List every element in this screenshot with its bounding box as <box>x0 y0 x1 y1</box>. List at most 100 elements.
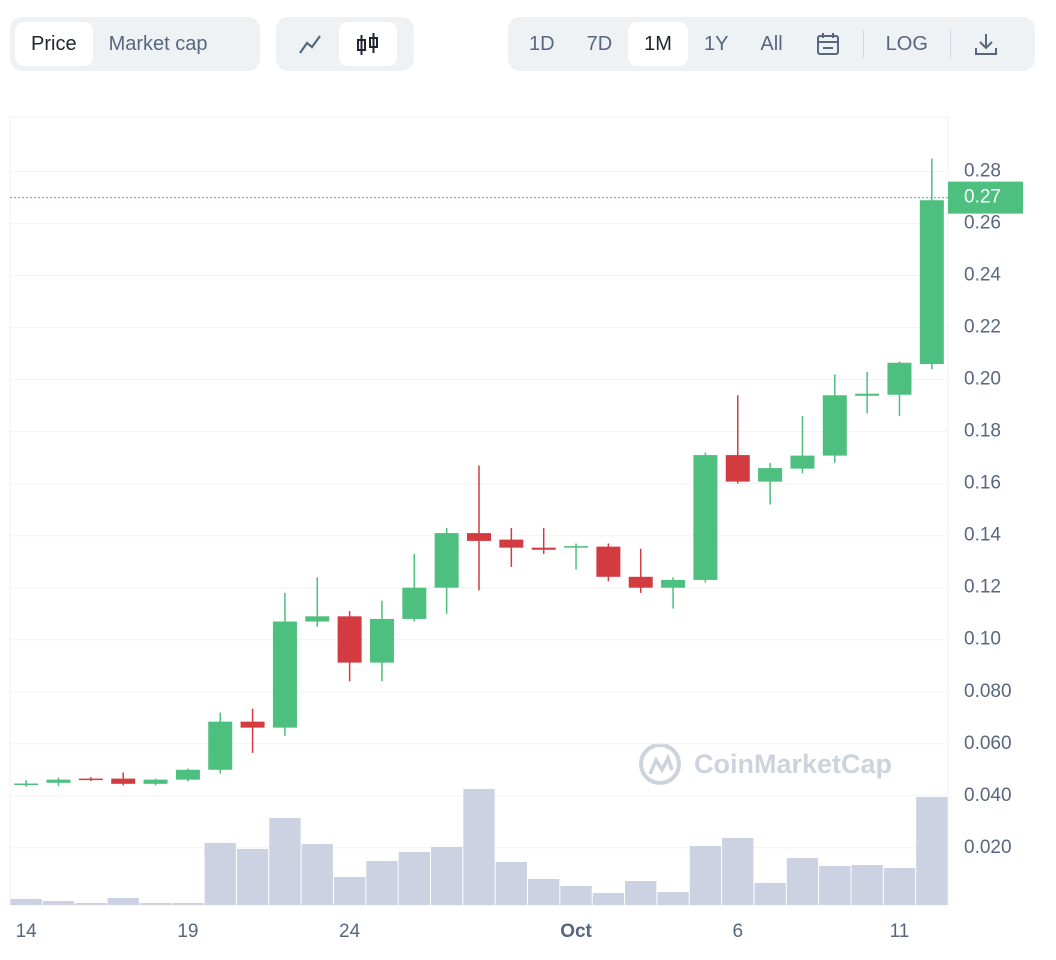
icon <box>974 34 997 55</box>
candle-body <box>919 200 944 365</box>
candle-icon[interactable] <box>339 22 397 66</box>
candle-body <box>531 547 556 550</box>
calendar-icon[interactable] <box>799 22 857 66</box>
volume-bar <box>819 866 851 905</box>
candle-body <box>628 576 653 588</box>
separator <box>862 30 864 58</box>
volume-bar <box>851 865 883 905</box>
candle-body <box>693 455 718 580</box>
candle-body <box>499 539 524 548</box>
volume-bar <box>722 838 754 905</box>
y-tick-label: 0.040 <box>964 785 1012 806</box>
download-icon[interactable] <box>957 22 1015 66</box>
plot-frame <box>9 116 949 906</box>
candle-body <box>240 721 265 728</box>
volume-bar <box>139 903 172 905</box>
x-tick-label: 24 <box>339 921 361 942</box>
y-tick-label: 0.10 <box>964 629 1001 650</box>
volume-bar <box>592 893 625 905</box>
y-tick-label: 0.16 <box>964 473 1001 494</box>
candle-body <box>758 468 783 482</box>
y-tick-label: 0.20 <box>964 369 1001 390</box>
volume-bar <box>301 844 333 905</box>
candle-body <box>175 769 200 780</box>
tab[interactable]: 1Y <box>703 32 729 55</box>
volume-bar <box>398 852 430 905</box>
candle-body <box>596 546 621 577</box>
volume-bar <box>657 892 689 905</box>
candle-body <box>725 455 750 482</box>
candle-body <box>143 779 168 784</box>
candle-body <box>434 533 459 588</box>
volume-bar <box>786 858 819 905</box>
volume-bar <box>269 818 301 905</box>
volume-bar <box>560 886 592 905</box>
candle-body <box>305 616 330 622</box>
icon <box>299 35 321 54</box>
chart-type-tabs <box>276 17 414 71</box>
x-tick-label: 14 <box>16 921 38 942</box>
y-tick-label: 0.24 <box>964 265 1001 286</box>
x-tick-label: 6 <box>732 921 743 942</box>
volume-bar <box>75 903 107 905</box>
y-tick-label: 0.020 <box>964 837 1012 858</box>
volume-bar <box>495 862 528 905</box>
volume-bar <box>236 849 269 905</box>
volume-bar <box>625 881 657 905</box>
volume-bar <box>883 868 916 905</box>
watermark-logo <box>648 753 674 775</box>
tab[interactable]: 1D <box>529 32 555 55</box>
x-tick-label: 19 <box>177 921 198 942</box>
volume-bar <box>689 846 722 905</box>
icon <box>816 33 839 55</box>
volume-bar <box>366 861 398 905</box>
volume-bar <box>463 789 495 905</box>
candle-body <box>467 533 491 541</box>
tab[interactable]: Price <box>15 22 93 66</box>
candle-body <box>661 579 686 588</box>
watermark-logo <box>639 743 681 785</box>
candle-body <box>564 546 589 548</box>
candle-body <box>272 621 297 728</box>
y-tick-label: 0.14 <box>964 525 1001 546</box>
separator <box>949 30 951 58</box>
volume-bar <box>172 903 204 905</box>
y-tick-label: 0.060 <box>964 733 1012 754</box>
metric-tabs: Price Market cap <box>10 17 260 71</box>
x-tick-label: 11 <box>890 921 910 942</box>
volume-bar <box>916 797 948 905</box>
volume-bar <box>754 883 786 905</box>
candle-body <box>822 395 847 456</box>
tab[interactable]: All <box>760 32 783 55</box>
last-price-label: 0.27 <box>964 187 1001 208</box>
range-tabs: 1D 7D 1M 1Y All LOG <box>508 17 1035 71</box>
candle-body <box>887 362 912 395</box>
y-tick-label: 0.26 <box>964 213 1001 234</box>
y-tick-label: 0.22 <box>964 317 1001 338</box>
x-tick-label: Oct <box>560 921 592 942</box>
y-tick-label: 0.080 <box>964 681 1012 702</box>
log-toggle[interactable]: LOG <box>885 32 928 55</box>
candle-body <box>369 618 394 663</box>
tab[interactable]: 1M <box>628 22 688 66</box>
y-tick-label: 0.18 <box>964 421 1001 442</box>
candle-body <box>111 778 136 784</box>
candle-body <box>855 393 880 396</box>
tab[interactable]: Market cap <box>108 32 208 55</box>
tab[interactable]: 7D <box>586 32 613 55</box>
candle-body <box>14 783 39 786</box>
volume-bar <box>528 879 560 905</box>
line-icon[interactable] <box>281 22 339 66</box>
volume-bar <box>204 843 236 905</box>
volume-bar <box>430 847 463 905</box>
candle-body <box>46 779 71 783</box>
y-tick-label: 0.28 <box>964 161 1001 182</box>
y-tick-label: 0.12 <box>964 577 1001 598</box>
candle-body <box>208 721 233 770</box>
volume-bar <box>333 877 366 905</box>
watermark-text: CoinMarketCap <box>694 749 892 779</box>
candle-body <box>337 616 362 663</box>
watermark: CoinMarketCap <box>639 743 892 785</box>
